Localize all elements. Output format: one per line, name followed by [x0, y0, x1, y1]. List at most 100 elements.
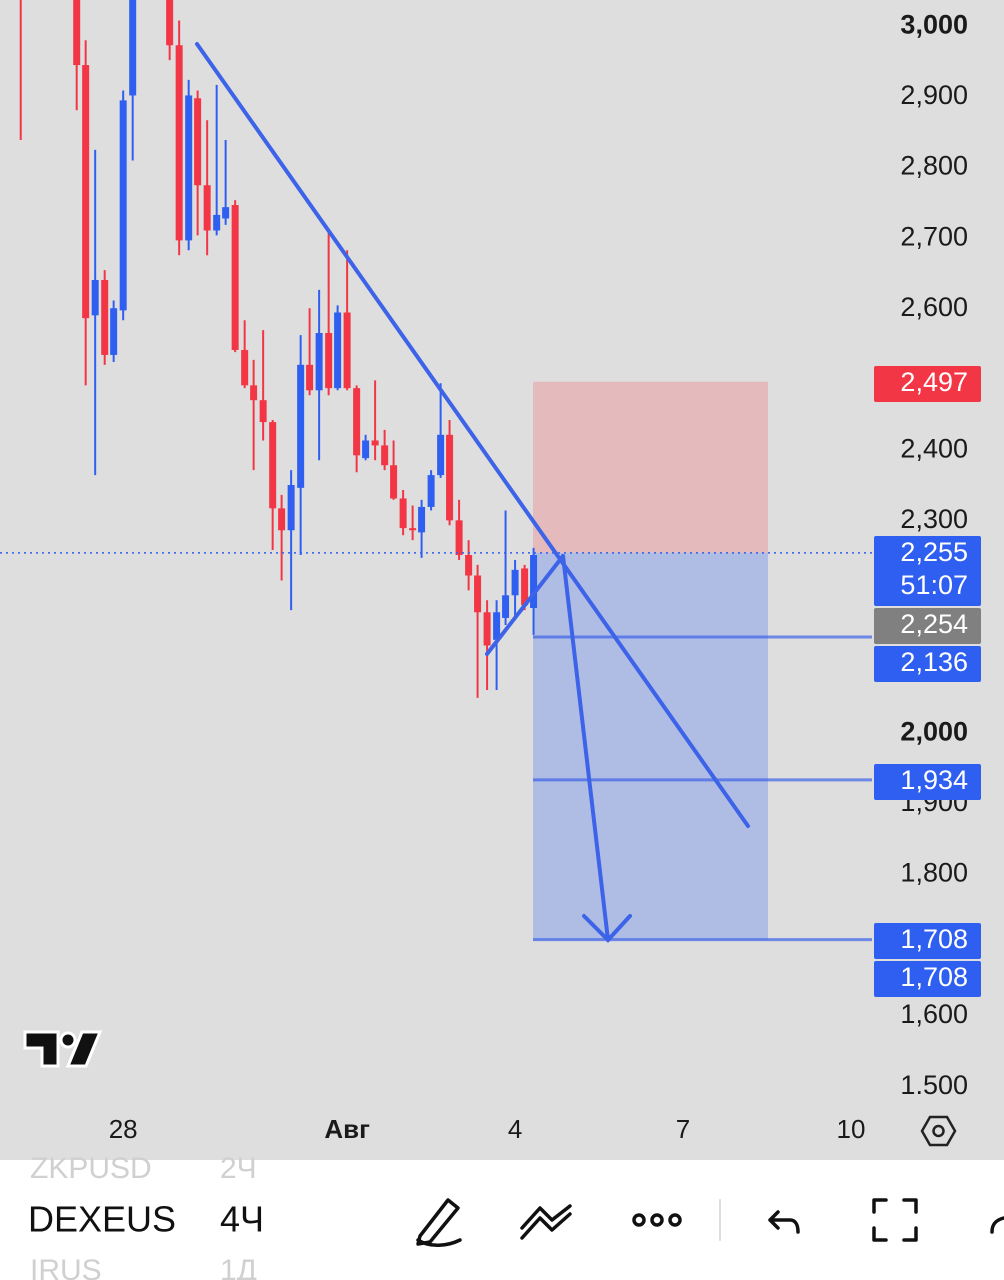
candle-body	[175, 45, 183, 241]
x-tick-label: 28	[109, 1114, 138, 1144]
undo-icon[interactable]	[768, 1210, 800, 1234]
candle-body	[231, 205, 239, 350]
candle-body	[119, 100, 127, 311]
candle-body	[82, 65, 90, 319]
price-badge	[874, 646, 981, 682]
candle-body	[278, 508, 286, 531]
candle-body	[203, 185, 211, 231]
candle-body	[399, 498, 407, 529]
symbol-item[interactable]: ZKPUSD	[30, 1152, 152, 1185]
symbol-item[interactable]: IRUS	[30, 1254, 102, 1280]
chart-background	[0, 0, 1004, 1160]
draw-tool-icon[interactable]	[416, 1198, 462, 1247]
candle-body	[306, 364, 314, 391]
price-badge	[874, 764, 981, 800]
candle-body	[362, 440, 370, 459]
trend-line[interactable]	[485, 554, 565, 656]
price-badge-label: 2,255	[900, 537, 968, 567]
y-tick-label: 2,800	[900, 151, 968, 181]
price-badge-label: 1,934	[900, 765, 968, 795]
fullscreen-icon[interactable]	[872, 1198, 918, 1242]
drawings[interactable]	[195, 42, 750, 943]
trend-line[interactable]	[195, 42, 750, 828]
candle-body	[465, 555, 473, 576]
price-badge	[874, 536, 981, 606]
y-tick-label: 3,000	[900, 9, 968, 39]
candle-body	[502, 595, 510, 618]
price-badge	[874, 961, 981, 997]
candle-body	[241, 349, 249, 386]
price-badge-label: 1,708	[900, 962, 968, 992]
line-tools-icon[interactable]	[520, 1204, 572, 1240]
candle-body	[73, 0, 81, 66]
candle-body	[287, 485, 295, 531]
symbol-selected[interactable]: DEXEUS	[28, 1199, 176, 1240]
stop-zone	[533, 381, 768, 553]
candle-body	[297, 364, 305, 488]
candle-body	[166, 0, 174, 46]
more-icon[interactable]	[632, 1213, 682, 1227]
candle-body	[129, 0, 137, 96]
candle-body	[353, 388, 361, 456]
candle-body	[185, 95, 193, 241]
countdown: 51:07	[900, 570, 968, 600]
axes: 3,000 2,900 2,800 2,700 2,600 2,400 2,300 2,000…	[109, 9, 981, 1144]
price-badge-label: 2,254	[900, 609, 968, 639]
candle-body	[390, 465, 398, 499]
candle-body	[91, 279, 99, 316]
candle-body	[110, 308, 118, 355]
price-badge-label: 2,136	[900, 647, 968, 677]
price-badge-label: 2,497	[900, 367, 968, 397]
candle-body	[427, 475, 435, 507]
candle-body	[381, 445, 389, 466]
candle-body	[315, 333, 323, 391]
x-tick-label: 4	[508, 1114, 522, 1144]
interval-item[interactable]: 1Д	[220, 1254, 257, 1280]
y-tick-label: 2,900	[900, 80, 968, 110]
arrow-head[interactable]	[582, 914, 632, 943]
candle-body	[222, 207, 230, 219]
candle-body	[455, 520, 463, 555]
y-tick-label: 1,800	[900, 858, 968, 888]
candle-body	[418, 506, 426, 533]
candle-body	[269, 422, 277, 509]
interval-selected[interactable]: 4Ч	[220, 1199, 264, 1240]
candle-body	[334, 312, 342, 389]
y-tick-label: 2,300	[900, 504, 968, 534]
y-tick-label: 2,700	[900, 221, 968, 251]
candle-body	[101, 279, 109, 355]
candle-body	[446, 434, 454, 521]
y-tick-label: 2,600	[900, 292, 968, 322]
candle-body	[493, 612, 501, 640]
candle-body	[483, 612, 491, 646]
candle-body	[521, 568, 529, 606]
x-tick-label: 10	[837, 1114, 866, 1144]
x-tick-label: Авг	[324, 1114, 370, 1144]
arrow-line[interactable]	[561, 554, 610, 942]
candle-body	[371, 440, 379, 446]
x-tick-label: 7	[676, 1114, 690, 1144]
candle-body	[437, 434, 445, 476]
candle-body	[530, 555, 538, 609]
more-tool-icon[interactable]	[990, 1216, 1004, 1234]
settings-icon[interactable]	[920, 1115, 957, 1147]
price-badge	[874, 923, 981, 959]
candle-body	[409, 528, 417, 531]
y-tick-label: 2,000	[900, 716, 968, 746]
toolbar	[0, 1160, 1004, 1280]
y-tick-label: 2,400	[900, 433, 968, 463]
price-badge	[874, 366, 981, 402]
price-badge	[874, 608, 981, 644]
candle-body	[343, 312, 351, 389]
candle-body	[474, 575, 482, 613]
candle-body	[259, 400, 267, 423]
price-badge-label: 1,708	[900, 924, 968, 954]
candle-body	[194, 98, 202, 186]
tradingview-logo	[23, 1030, 103, 1068]
candle-body	[325, 333, 333, 389]
y-tick-label: 1,600	[900, 999, 968, 1029]
candle-body	[213, 214, 221, 231]
interval-item[interactable]: 2Ч	[220, 1152, 257, 1185]
